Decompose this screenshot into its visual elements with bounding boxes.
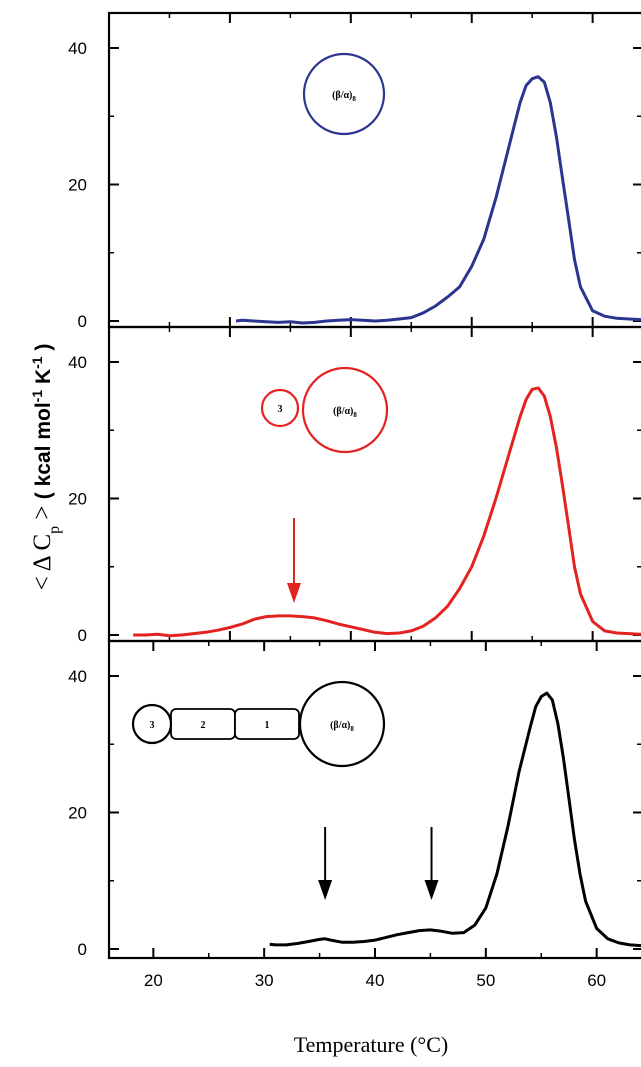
domain-circle-label: (β/α)8 bbox=[333, 406, 357, 419]
domain-circle bbox=[301, 366, 389, 454]
domain-diagram: 3 (β/α)8 bbox=[260, 366, 389, 454]
domain-circle-label: (β/α)8 bbox=[332, 90, 356, 103]
arrow-head bbox=[318, 880, 333, 900]
panel-2: 0 20 40 3 (β/α)8 bbox=[68, 325, 641, 645]
x-tick-label: 30 bbox=[255, 971, 274, 990]
domain-circle bbox=[302, 52, 386, 136]
panel-1: 0 20 40 (β/α)8 bbox=[68, 11, 641, 331]
domain-diagram: (β/α)8 bbox=[302, 52, 386, 136]
x-tick-label: 40 bbox=[366, 971, 385, 990]
plot-frame bbox=[107, 639, 641, 960]
y-tick-label: 0 bbox=[78, 626, 87, 645]
data-line bbox=[269, 691, 641, 948]
arrow-head bbox=[424, 880, 439, 900]
panel-3: 20 30 40 50 60 0 20 40 2 1 3 (β/α)8 bbox=[68, 639, 641, 990]
x-tick-label: 20 bbox=[144, 971, 163, 990]
y-tick-label: 40 bbox=[68, 353, 87, 372]
domain-circle bbox=[260, 388, 300, 428]
x-axis-title: Temperature (°C) bbox=[294, 1032, 448, 1057]
domain-circle bbox=[298, 680, 386, 768]
domain-box-label: 1 bbox=[265, 720, 270, 731]
y-tick-label: 0 bbox=[78, 312, 87, 331]
x-tick-label: 50 bbox=[476, 971, 495, 990]
y-axis-title: < Δ Cp > ( kcal mol-1 K-1 ) bbox=[29, 344, 63, 591]
domain-diagram: 2 1 3 (β/α)8 bbox=[131, 680, 386, 768]
x-tick-label: 60 bbox=[587, 971, 606, 990]
y-tick-label: 20 bbox=[68, 490, 87, 509]
domain-circle-label: 3 bbox=[150, 720, 155, 731]
y-tick-label: 40 bbox=[68, 39, 87, 58]
data-line bbox=[235, 75, 641, 325]
y-tick-label: 20 bbox=[68, 176, 87, 195]
domain-box-label: 2 bbox=[201, 720, 206, 731]
y-tick-label: 0 bbox=[78, 940, 87, 959]
domain-circle-label: (β/α)8 bbox=[330, 720, 354, 733]
y-tick-label: 40 bbox=[68, 667, 87, 686]
data-line bbox=[133, 386, 641, 638]
y-tick-label: 20 bbox=[68, 804, 87, 823]
domain-circle bbox=[131, 703, 173, 745]
arrow-head bbox=[286, 583, 301, 603]
domain-circle-label: 3 bbox=[278, 404, 283, 415]
